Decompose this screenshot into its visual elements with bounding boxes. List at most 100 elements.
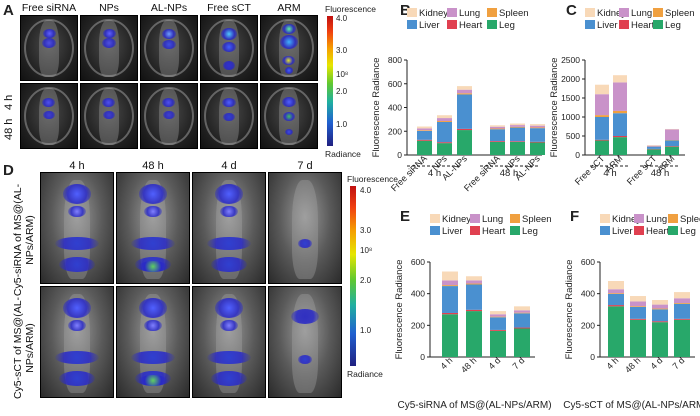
fluorescence-spot [207, 350, 251, 364]
fluorescence-spot [297, 239, 313, 248]
fluorescence-spot [211, 256, 247, 272]
x-axis-title: Cy5-siRNA of MS@(AL-NPs/ARM) [397, 400, 551, 411]
fluorescence-spot [280, 35, 298, 50]
fluorescence-spot [144, 320, 162, 331]
column-header: 4 h [69, 160, 85, 172]
legend-swatch-liver [430, 226, 440, 235]
fluorescence-image [192, 172, 266, 284]
fluorescence-spot [68, 206, 86, 217]
fluorescence-image [200, 83, 258, 149]
legend-label-kidney: Kidney [612, 214, 641, 225]
fluorescence-spot [162, 28, 176, 40]
legend-swatch-leg [653, 20, 663, 29]
legend-label-spleen: Spleen [499, 8, 529, 19]
legend-swatch-heart [634, 226, 644, 235]
panel-letter-b: B [400, 2, 411, 19]
fluorescence-spot [282, 55, 295, 65]
x-tick-label: 48 h [459, 355, 478, 374]
bar-segment-kidney [490, 125, 505, 127]
bar-segment-kidney [457, 86, 472, 90]
fluorescence-spot [138, 184, 168, 204]
group-label: 48 h [651, 168, 670, 179]
legend-label-spleen: Spleen [665, 8, 695, 19]
bar-segment-leg [490, 330, 506, 357]
legend-label-spleen: Spleen [522, 214, 552, 225]
fluorescence-spot [220, 320, 238, 331]
colorbar-a-tick-4: 4.0 [336, 14, 348, 23]
legend-swatch-spleen [510, 214, 520, 223]
fluorescence-image [260, 83, 318, 149]
fluorescence-image [140, 83, 198, 149]
fluorescence-image [260, 15, 318, 81]
column-header: AL-NPs [150, 2, 188, 14]
bar-segment-heart [608, 305, 624, 307]
colorbar-a-tick-1: 1.0 [336, 120, 348, 129]
panel-letter-e: E [400, 208, 410, 225]
fluorescence-spot [62, 298, 92, 318]
y-tick-label: 0 [575, 150, 580, 160]
bar-segment-lung [442, 280, 458, 286]
bar-segment-spleen [457, 93, 472, 95]
fluorescence-spot [131, 350, 175, 364]
fluorescence-spot [163, 110, 175, 119]
bar-segment-leg [514, 328, 530, 357]
bar-segment-heart [490, 141, 505, 142]
bar-segment-leg [613, 137, 627, 155]
bar-segment-kidney [530, 124, 545, 126]
bar-segment-spleen [608, 293, 624, 294]
y-tick-label: 400 [388, 103, 402, 113]
fluorescence-spot [59, 370, 95, 386]
bar-segment-spleen [490, 128, 505, 130]
legend-label-leg: Leg [522, 226, 538, 237]
legend-swatch-liver [407, 20, 417, 29]
bar-segment-heart [490, 329, 506, 331]
legend-swatch-heart [447, 20, 457, 29]
legend-swatch-leg [487, 20, 497, 29]
mouse-silhouette [292, 179, 318, 279]
legend-label-heart: Heart [459, 20, 483, 31]
bar-segment-kidney [652, 300, 668, 305]
fluorescence-spot [102, 37, 116, 48]
colorbar-a [327, 16, 333, 146]
fluorescence-image [40, 286, 114, 398]
bar-segment-liver [437, 121, 452, 143]
y-tick-label: 0 [420, 352, 425, 362]
bar-segment-kidney [630, 296, 646, 302]
bar-segment-spleen [417, 130, 432, 131]
legend-swatch-kidney [430, 214, 440, 223]
bar-segment-leg [510, 141, 525, 155]
x-tick-label: 7 d [670, 355, 686, 371]
bar-segment-kidney [466, 276, 482, 281]
fluorescence-spot [282, 23, 296, 34]
legend-swatch-heart [619, 20, 629, 29]
fluorescence-spot [290, 309, 320, 325]
bar-segment-lung [665, 129, 679, 140]
fluorescence-spot [282, 96, 296, 108]
bar-segment-liver [652, 309, 668, 322]
bar-segment-liver [665, 140, 679, 147]
column-header: ARM [277, 2, 301, 14]
y-tick-label: 200 [581, 320, 595, 330]
bar-segment-lung [466, 280, 482, 284]
colorbar-a-tick-3: 3.0 [336, 46, 348, 55]
fluorescence-spot [55, 350, 99, 364]
colorbar-a-exponent: 10⁸ [336, 70, 349, 79]
bar-segment-heart [652, 321, 668, 323]
y-tick-label: 2000 [561, 74, 580, 84]
bar-segment-liver [514, 313, 530, 328]
bar-segment-heart [674, 318, 690, 320]
bar-segment-heart [510, 141, 525, 142]
bar-segment-leg [630, 319, 646, 357]
bar-segment-leg [665, 146, 679, 155]
bar-segment-leg [647, 149, 661, 155]
bar-segment-kidney [442, 271, 458, 281]
fluorescence-spot [102, 98, 115, 108]
bar-segment-heart [442, 312, 458, 315]
bar-segment-liver [490, 317, 506, 330]
fluorescence-spot [223, 113, 235, 122]
y-axis-title: Fluorescence Radiance [549, 58, 560, 158]
bar-segment-heart [530, 141, 545, 143]
bar-segment-spleen [595, 115, 609, 117]
group-label: 4 h [603, 168, 616, 179]
